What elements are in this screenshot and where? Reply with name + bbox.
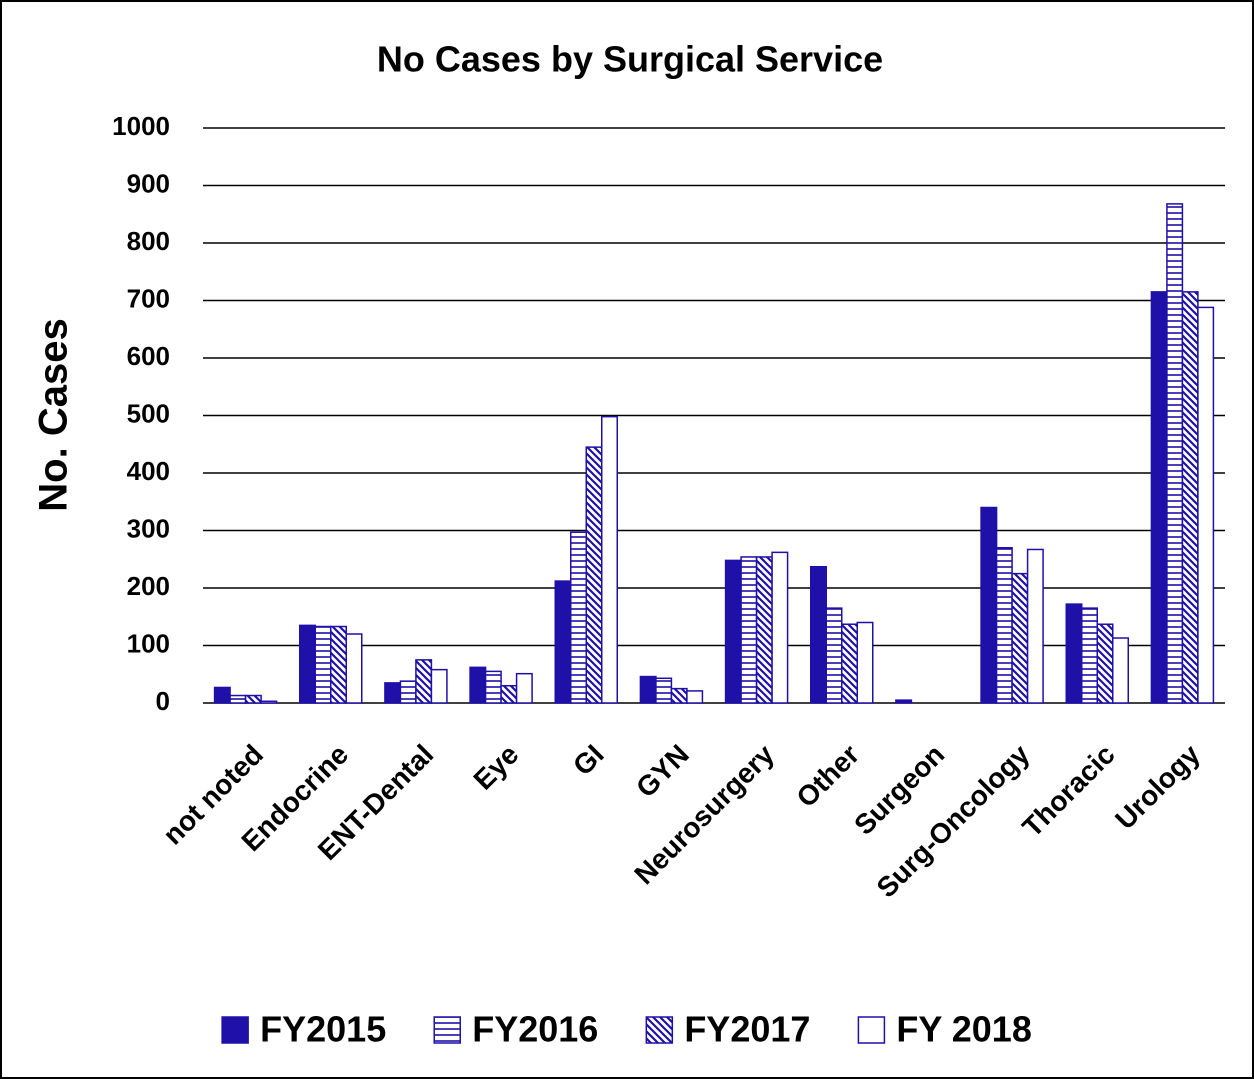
bar bbox=[213, 686, 231, 704]
bar bbox=[995, 547, 1013, 704]
bar bbox=[430, 668, 448, 704]
y-tick-label: 300 bbox=[127, 513, 170, 543]
bar bbox=[1197, 306, 1215, 704]
y-tick-label: 600 bbox=[127, 341, 170, 371]
y-tick-label: 800 bbox=[127, 226, 170, 256]
y-axis-label: No. Cases bbox=[32, 318, 76, 511]
y-tick-label: 1000 bbox=[112, 111, 170, 141]
bar bbox=[469, 666, 487, 704]
bar bbox=[1181, 291, 1199, 704]
bar bbox=[655, 677, 673, 704]
y-tick-label: 100 bbox=[127, 628, 170, 658]
bar bbox=[384, 682, 402, 704]
bar bbox=[895, 699, 913, 704]
legend-label: FY 2018 bbox=[896, 1009, 1031, 1050]
bar bbox=[1081, 607, 1098, 704]
bar bbox=[500, 685, 518, 704]
y-tick-label: 400 bbox=[127, 456, 170, 486]
bar bbox=[755, 556, 773, 704]
legend-label: FY2016 bbox=[472, 1009, 598, 1050]
y-tick-label: 0 bbox=[156, 686, 170, 716]
bar bbox=[554, 580, 572, 704]
bar bbox=[1150, 291, 1168, 704]
legend-label: FY2017 bbox=[684, 1009, 810, 1050]
bar bbox=[1011, 572, 1029, 704]
bar bbox=[1065, 603, 1083, 704]
bar bbox=[601, 415, 618, 704]
bar bbox=[299, 624, 316, 704]
bar bbox=[639, 675, 657, 704]
y-tick-label: 200 bbox=[127, 571, 170, 601]
bar bbox=[841, 623, 858, 704]
bar bbox=[244, 694, 262, 704]
bar bbox=[670, 687, 688, 704]
legend-swatch bbox=[645, 1016, 674, 1044]
bar bbox=[229, 694, 247, 704]
legend-swatch bbox=[433, 1016, 461, 1044]
bar bbox=[686, 690, 704, 704]
bar bbox=[484, 670, 502, 704]
y-tick-label: 500 bbox=[127, 398, 170, 428]
bar bbox=[724, 559, 742, 704]
y-tick-label: 700 bbox=[127, 283, 170, 313]
bar bbox=[1096, 623, 1114, 704]
bar bbox=[771, 551, 789, 704]
bar bbox=[515, 672, 533, 704]
bar bbox=[810, 565, 827, 704]
bar bbox=[856, 621, 874, 704]
bar bbox=[314, 625, 332, 704]
bar bbox=[345, 633, 363, 704]
y-tick-label: 900 bbox=[127, 168, 170, 198]
legend-swatch bbox=[221, 1016, 249, 1044]
chart-title: No Cases by Surgical Service bbox=[377, 39, 883, 80]
bar bbox=[415, 659, 433, 704]
bar bbox=[585, 446, 603, 704]
bar bbox=[330, 625, 347, 704]
bar bbox=[260, 700, 278, 704]
bar bbox=[1166, 203, 1184, 704]
bar bbox=[1026, 548, 1044, 704]
legend-label: FY2015 bbox=[260, 1009, 386, 1050]
bar bbox=[1112, 637, 1129, 704]
bar bbox=[399, 680, 417, 704]
legend-swatch bbox=[857, 1016, 886, 1044]
bar bbox=[825, 607, 843, 704]
bar bbox=[570, 531, 587, 704]
bar bbox=[980, 506, 998, 704]
bar bbox=[740, 556, 758, 704]
